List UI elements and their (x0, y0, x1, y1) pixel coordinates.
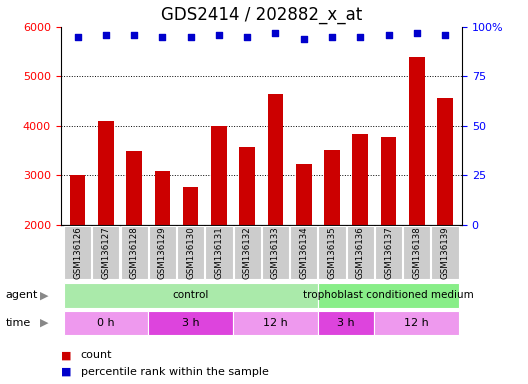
Bar (98, 121, 114, 324)
FancyBboxPatch shape (234, 226, 261, 279)
Text: agent: agent (5, 290, 37, 300)
Text: GSM136127: GSM136127 (101, 226, 110, 279)
Point (186, 34, 195, 40)
FancyBboxPatch shape (347, 226, 374, 279)
Bar (126, 151, 142, 324)
Bar (296, 164, 312, 324)
Text: ■: ■ (61, 367, 71, 377)
Text: GSM136136: GSM136136 (356, 226, 365, 279)
Text: ▶: ▶ (40, 318, 48, 328)
FancyBboxPatch shape (318, 226, 345, 279)
Text: 12 h: 12 h (263, 318, 288, 328)
Point (243, 34, 251, 40)
Point (328, 34, 336, 40)
Bar (240, 147, 255, 324)
Bar (409, 56, 425, 324)
Text: GSM136131: GSM136131 (214, 226, 223, 279)
Point (271, 30, 280, 36)
Bar (381, 137, 397, 324)
Text: GSM136129: GSM136129 (158, 226, 167, 279)
Bar (70, 175, 86, 324)
Point (130, 32, 138, 38)
Text: control: control (173, 290, 209, 300)
FancyBboxPatch shape (205, 226, 232, 279)
Bar (183, 187, 199, 324)
Text: 12 h: 12 h (404, 318, 429, 328)
Bar (324, 151, 340, 324)
Point (412, 30, 421, 36)
Point (299, 36, 308, 42)
Point (356, 34, 364, 40)
FancyBboxPatch shape (63, 311, 148, 335)
Text: GSM136130: GSM136130 (186, 226, 195, 279)
FancyBboxPatch shape (262, 226, 289, 279)
FancyBboxPatch shape (148, 311, 233, 335)
Point (384, 32, 393, 38)
Text: GSM136128: GSM136128 (130, 226, 139, 279)
Text: GSM136133: GSM136133 (271, 226, 280, 279)
FancyBboxPatch shape (318, 283, 459, 308)
FancyBboxPatch shape (92, 226, 119, 279)
Bar (437, 98, 453, 324)
Text: trophoblast conditioned medium: trophoblast conditioned medium (303, 290, 474, 300)
FancyBboxPatch shape (318, 311, 374, 335)
Text: GSM136126: GSM136126 (73, 226, 82, 279)
Text: 3 h: 3 h (337, 318, 355, 328)
Text: 3 h: 3 h (182, 318, 200, 328)
Bar (155, 171, 170, 324)
Text: 0 h: 0 h (97, 318, 115, 328)
FancyBboxPatch shape (374, 311, 459, 335)
FancyBboxPatch shape (63, 283, 318, 308)
Text: GSM136139: GSM136139 (440, 226, 449, 279)
FancyBboxPatch shape (290, 226, 317, 279)
FancyBboxPatch shape (403, 226, 430, 279)
Text: percentile rank within the sample: percentile rank within the sample (81, 367, 269, 377)
Text: ■: ■ (61, 350, 71, 360)
Text: count: count (81, 350, 112, 360)
Text: GDS2414 / 202882_x_at: GDS2414 / 202882_x_at (161, 7, 362, 24)
FancyBboxPatch shape (64, 226, 91, 279)
Bar (353, 134, 368, 324)
Text: GSM136138: GSM136138 (412, 226, 421, 279)
Point (73, 34, 82, 40)
Text: GSM136132: GSM136132 (243, 226, 252, 279)
FancyBboxPatch shape (233, 311, 318, 335)
Text: GSM136135: GSM136135 (327, 226, 336, 279)
Text: GSM136137: GSM136137 (384, 226, 393, 279)
Point (215, 32, 223, 38)
Point (441, 32, 449, 38)
Text: ▶: ▶ (40, 290, 48, 300)
FancyBboxPatch shape (177, 226, 204, 279)
Bar (211, 126, 227, 324)
FancyBboxPatch shape (375, 226, 402, 279)
Point (102, 32, 110, 38)
FancyBboxPatch shape (149, 226, 176, 279)
FancyBboxPatch shape (431, 226, 459, 279)
FancyBboxPatch shape (120, 226, 148, 279)
Bar (268, 94, 283, 324)
Text: time: time (5, 318, 31, 328)
Text: GSM136134: GSM136134 (299, 226, 308, 279)
Point (158, 34, 167, 40)
